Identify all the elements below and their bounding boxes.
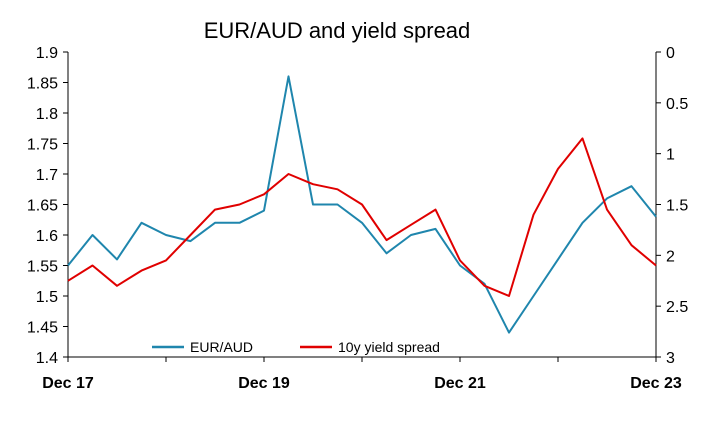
right-axis-tick-label: 1 <box>666 147 675 164</box>
x-axis-tick-label: Dec 17 <box>42 375 94 392</box>
right-axis-tick-label: 1.5 <box>666 198 688 215</box>
left-axis-tick-label: 1.7 <box>36 167 58 184</box>
right-axis-tick-label: 3 <box>666 350 675 367</box>
left-axis-tick-label: 1.9 <box>36 45 58 62</box>
series-group <box>67 75 657 334</box>
legend: EUR/AUD 10y yield spread <box>152 339 440 355</box>
chart-title: EUR/AUD and yield spread <box>204 18 471 43</box>
left-axis-tick-label: 1.4 <box>36 350 58 367</box>
left-axis-tick-label: 1.75 <box>27 137 58 154</box>
x-axis-tick-label: Dec 19 <box>238 375 290 392</box>
left-axis-tick-label: 1.85 <box>27 76 58 93</box>
left-axis-tick-label: 1.65 <box>27 198 58 215</box>
x-axis-tick-label: Dec 23 <box>630 375 682 392</box>
right-axis-tick-label: 2.5 <box>666 299 688 316</box>
series-line-eur-aud <box>67 75 657 334</box>
legend-label-eur-aud: EUR/AUD <box>190 339 253 355</box>
left-axis-tick-label: 1.5 <box>36 289 58 306</box>
right-axis-tick-label: 0.5 <box>666 96 688 113</box>
left-axis-tick-label: 1.6 <box>36 228 58 245</box>
right-axis-tick-label: 2 <box>666 248 675 265</box>
axes-group: 1.9 1.85 1.8 1.75 1.7 1.65 1.6 1.55 1.5 1.45 1.4 0 0… <box>27 45 688 392</box>
left-axis-tick-label: 1.8 <box>36 106 58 123</box>
series-line-yield-spread <box>67 137 657 297</box>
right-axis-tick-label: 0 <box>666 45 675 62</box>
x-axis-tick-label: Dec 21 <box>434 375 486 392</box>
left-axis-tick-label: 1.45 <box>27 320 58 337</box>
legend-label-yield-spread: 10y yield spread <box>338 339 440 355</box>
left-axis-tick-label: 1.55 <box>27 259 58 276</box>
